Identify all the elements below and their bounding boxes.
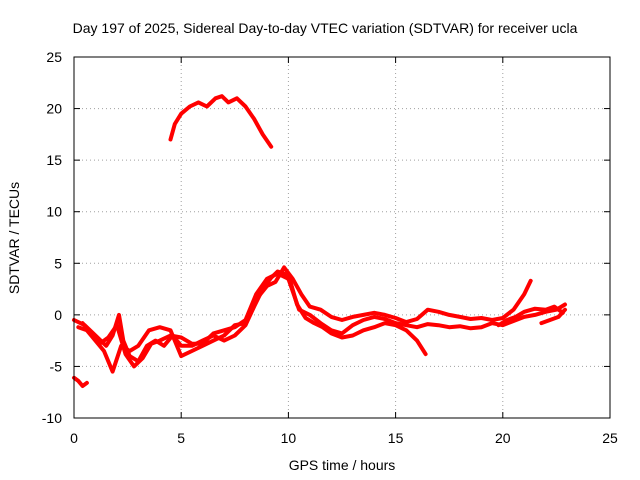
series-line-track-main-b [76, 265, 533, 374]
y-axis-label: SDTVAR / TECUs [6, 182, 22, 294]
y-tick-label: -10 [42, 410, 62, 426]
series-line-track-end [496, 304, 565, 328]
series-layer [72, 94, 567, 388]
series-line-track-start [72, 375, 89, 388]
grid-layer [74, 57, 610, 418]
x-tick-label: 0 [70, 430, 78, 446]
series-line-track-tail [539, 307, 567, 326]
plot-frame [73, 56, 611, 419]
x-tick-label: 15 [388, 430, 404, 446]
series-line-track-upper [168, 94, 274, 149]
x-tick-label: 5 [177, 430, 185, 446]
x-axis-label: GPS time / hours [289, 457, 396, 473]
y-tick-label: 20 [46, 101, 62, 117]
y-tick-label: 5 [54, 255, 62, 271]
y-tick-label: -5 [50, 358, 63, 374]
y-tick-label: 15 [46, 152, 62, 168]
series-line-track-main-c [80, 271, 567, 369]
y-tick-label: 0 [54, 307, 62, 323]
tick-layer: 0 5 10 15 20 25 -10 -5 0 5 10 15 20 25 [42, 49, 618, 446]
y-tick-label: 25 [46, 49, 62, 65]
y-tick-label: 10 [46, 204, 62, 220]
chart-title: Day 197 of 2025, Sidereal Day-to-day VTE… [73, 20, 578, 36]
x-tick-label: 25 [602, 430, 618, 446]
x-tick-label: 20 [495, 430, 511, 446]
x-tick-label: 10 [281, 430, 297, 446]
